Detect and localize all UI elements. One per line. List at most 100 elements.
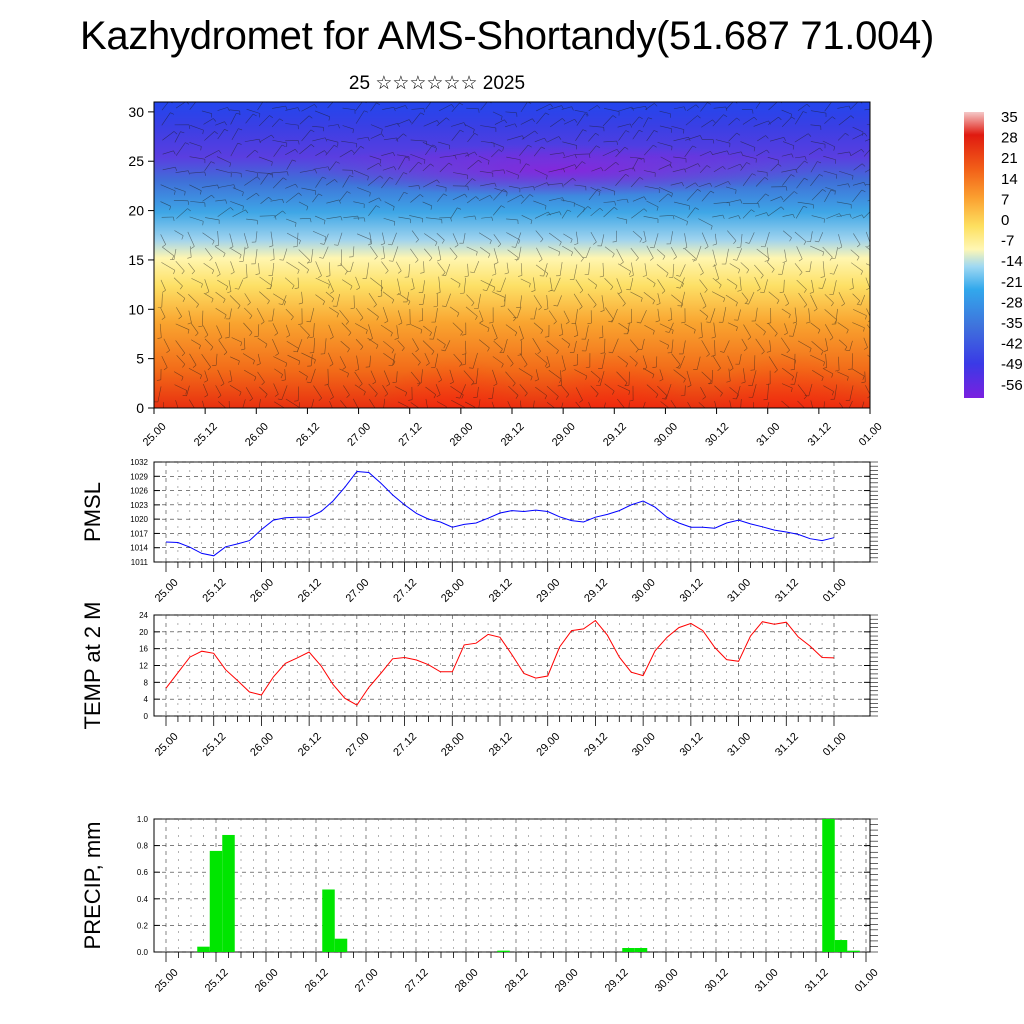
wind-barb-flag — [259, 113, 261, 118]
wind-barb — [357, 136, 369, 140]
wind-barb — [818, 232, 824, 243]
wind-barb-flag — [454, 256, 458, 260]
wind-barb — [173, 371, 184, 378]
wind-barb-flag — [166, 350, 170, 354]
x-tick-label: 28.12 — [487, 731, 515, 759]
wind-barb — [465, 306, 478, 317]
wind-barb — [741, 292, 749, 301]
wind-barb — [796, 178, 805, 189]
wind-barb — [781, 308, 791, 315]
wind-barb — [492, 205, 502, 216]
wind-barb — [479, 322, 490, 329]
wind-barb — [515, 232, 522, 248]
wind-barb-flag — [675, 410, 678, 413]
wind-barb-flag — [720, 351, 725, 353]
wind-barb-flag — [328, 116, 331, 121]
wind-barb-flag — [360, 346, 364, 351]
wind-barb — [228, 280, 232, 292]
wind-barb — [763, 279, 768, 293]
wind-barb — [450, 386, 464, 396]
wind-barb-flag — [546, 175, 548, 180]
wind-barb-flag — [599, 336, 604, 339]
wind-barb-flag — [829, 257, 833, 261]
wind-barb-flag — [506, 192, 508, 197]
wind-barb-flag — [677, 364, 681, 368]
wind-barb-flag — [182, 364, 186, 368]
wind-barb-flag — [728, 411, 732, 412]
colorbar-label: -14 — [1001, 253, 1023, 270]
wind-barb — [810, 400, 814, 408]
wind-barb-flag — [478, 159, 482, 163]
wind-barb-flag — [474, 215, 477, 220]
wind-barb-flag — [479, 320, 484, 324]
wind-barb-flag — [435, 242, 438, 247]
wind-barb — [561, 106, 572, 110]
wind-barb — [656, 264, 669, 274]
wind-barb-flag — [597, 105, 601, 109]
y-tick-label: 1011 — [131, 558, 149, 567]
wind-barb — [521, 215, 533, 221]
x-tick-label: 27.00 — [353, 967, 381, 995]
wind-barb-flag — [394, 337, 399, 340]
wind-barb-flag — [249, 398, 253, 402]
wind-barb — [632, 196, 645, 202]
wind-barb — [436, 401, 447, 407]
wind-barb — [301, 129, 312, 142]
wind-barb-flag — [314, 104, 318, 108]
wind-barb — [794, 111, 804, 125]
wind-barb-flag — [582, 129, 587, 132]
wind-barb-flag — [780, 102, 783, 104]
wind-barb — [767, 383, 769, 400]
wind-barb-flag — [252, 360, 255, 365]
wind-barb — [557, 295, 562, 307]
wind-barb-flag — [561, 369, 566, 372]
wind-barb — [657, 279, 666, 291]
wind-barb-flag — [596, 145, 600, 148]
wind-barb — [174, 131, 181, 143]
wind-barb — [298, 370, 308, 377]
wind-barb-flag — [530, 220, 533, 225]
wind-barb-flag — [723, 114, 728, 118]
wind-barb — [215, 246, 226, 254]
wind-barb-flag — [417, 383, 421, 387]
wind-barb-flag — [587, 322, 592, 325]
wind-barb-flag — [191, 270, 195, 275]
wind-barb — [162, 131, 175, 141]
wind-barb — [435, 307, 438, 323]
wind-barb — [312, 137, 326, 142]
wind-barb — [794, 263, 803, 273]
wind-barb — [493, 189, 504, 201]
wind-barb-flag — [228, 380, 233, 383]
wind-barb-flag — [282, 210, 286, 214]
wind-barb — [392, 246, 399, 262]
wind-barb — [160, 279, 166, 291]
wind-barb — [518, 246, 522, 260]
wind-barb — [160, 184, 176, 192]
wind-barb — [310, 307, 315, 322]
wind-barb — [561, 355, 566, 370]
wind-barb-flag — [736, 326, 738, 332]
wind-barb — [314, 215, 326, 221]
wind-barb — [271, 171, 288, 174]
wind-barb — [561, 209, 568, 219]
wind-barb — [507, 249, 519, 258]
wind-barb — [838, 356, 840, 371]
wind-barb-flag — [270, 259, 275, 261]
wind-barb — [188, 262, 195, 272]
wind-barb — [755, 212, 767, 217]
wind-barb-flag — [494, 182, 497, 187]
wind-barb — [175, 340, 186, 354]
wind-barb-flag — [818, 287, 823, 289]
wind-barb — [493, 248, 499, 263]
wind-barb-flag — [380, 243, 385, 246]
wind-barb — [215, 199, 226, 202]
wind-barb — [756, 193, 766, 204]
wind-barb — [436, 338, 446, 345]
wind-barb-flag — [497, 243, 502, 248]
wind-barb — [425, 144, 433, 156]
wind-barb-flag — [306, 335, 310, 339]
wind-barb — [452, 322, 463, 333]
wind-barb — [273, 356, 287, 364]
wind-barb — [451, 102, 460, 113]
wind-barb — [342, 175, 350, 188]
